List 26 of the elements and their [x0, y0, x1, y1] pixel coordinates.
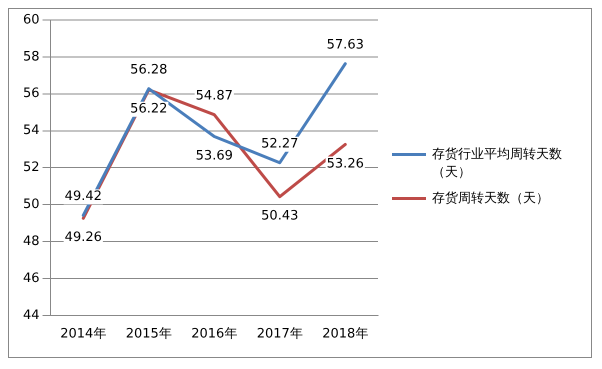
data-label: 53.69 [196, 148, 233, 164]
y-tick-label: 56 [22, 86, 40, 102]
y-tick-label: 44 [22, 308, 40, 323]
data-label: 56.22 [130, 102, 168, 117]
x-tick-label: 2015年 [126, 326, 172, 342]
y-tick-label: 50 [22, 197, 40, 212]
legend-label: 存货行业平均周转天数（天） [432, 146, 563, 181]
x-tick-label: 2014年 [60, 326, 106, 342]
data-label: 49.42 [64, 189, 102, 204]
y-tick-label: 48 [22, 234, 40, 249]
y-tick-label: 54 [22, 123, 40, 138]
data-label: 54.87 [196, 88, 233, 104]
y-tick-label: 52 [22, 160, 40, 176]
data-label: 57.63 [326, 38, 364, 53]
data-label: 53.26 [326, 156, 364, 172]
y-tick-label: 60 [22, 12, 40, 28]
x-tick-label: 2016年 [191, 326, 238, 342]
x-tick-label: 2018年 [322, 326, 368, 342]
data-label: 49.26 [64, 230, 102, 246]
y-tick-label: 58 [22, 49, 40, 64]
data-label: 50.43 [261, 208, 298, 224]
data-label: 52.27 [261, 136, 298, 152]
x-tick-label: 2017年 [256, 326, 303, 342]
data-label: 56.28 [130, 62, 168, 78]
y-tick-label: 46 [22, 270, 40, 286]
legend-label: 存货周转天数（天） [432, 190, 549, 207]
